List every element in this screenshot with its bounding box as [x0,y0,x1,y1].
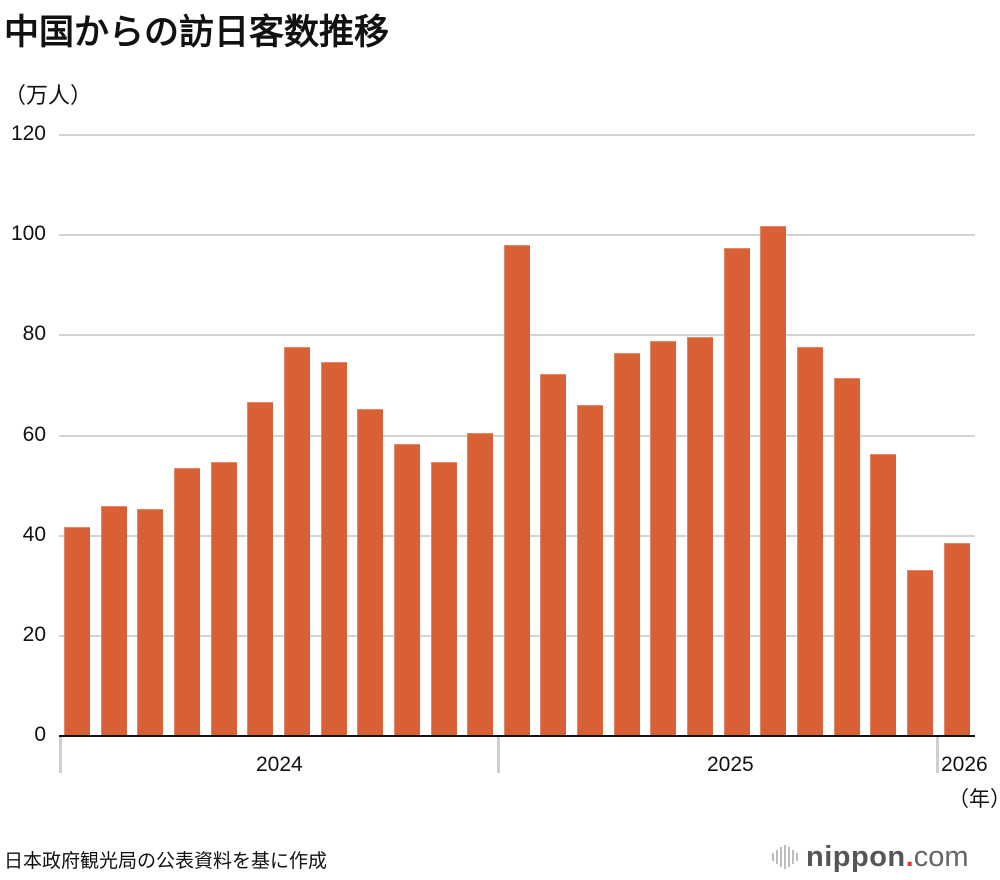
bar-2024-04 [173,468,200,736]
bar-2025-03 [577,404,604,736]
x-group-label-2025: 2025 [707,753,754,776]
bar-2025-06 [687,336,714,736]
y-tick-label: 40 [22,522,46,546]
bar-2024-06 [247,401,274,736]
x-axis-baseline [59,735,975,737]
bar-2024-01 [64,527,90,736]
bar-2025-10 [833,377,860,736]
y-tick-label: 80 [22,322,46,346]
nippon-com-logo: nippon. com [772,840,969,874]
source-note: 日本政府観光局の公表資料を基に作成 [4,850,328,872]
bar-2024-08 [320,361,347,736]
logo-brand: nippon [806,840,906,873]
bar-2026-01 [943,543,970,736]
bar-2025-04 [613,352,640,736]
logo-dot: . [905,840,914,873]
gridline [59,234,975,237]
bar-2024-05 [210,462,237,736]
y-tick-label: 120 [10,122,46,145]
y-tick-label: 0 [34,723,46,746]
logo-tld: com [913,840,969,873]
bar-2025-11 [870,454,897,736]
year-divider [497,737,500,773]
bar-2025-12 [906,570,933,736]
chart-title: 中国からの訪日客数推移 [4,13,390,53]
bar-2025-02 [540,373,567,736]
year-divider [59,737,62,773]
bar-2024-12 [467,432,494,736]
bar-2024-09 [357,408,384,736]
bar-2025-01 [503,245,530,736]
bar-2024-10 [393,444,420,736]
bar-2024-02 [100,506,127,736]
y-tick-label: 60 [22,422,46,446]
x-group-label-2026: 2026 [941,753,988,776]
y-tick-label: 20 [22,622,46,646]
bar-2025-05 [650,340,677,736]
bar-2025-09 [797,347,823,736]
bar-2024-07 [283,347,310,736]
sound-wave-icon [772,845,798,869]
x-axis-unit-label: （年） [948,787,1000,811]
bar-2024-11 [430,462,457,736]
y-axis-unit-label: （万人） [4,84,93,109]
year-divider [936,737,939,773]
bar-2025-08 [760,225,787,736]
gridline [59,134,975,136]
x-group-label-2024: 2024 [256,753,303,776]
y-tick-label: 100 [10,222,46,246]
bar-2025-07 [723,247,750,736]
bar-2024-03 [137,509,164,736]
